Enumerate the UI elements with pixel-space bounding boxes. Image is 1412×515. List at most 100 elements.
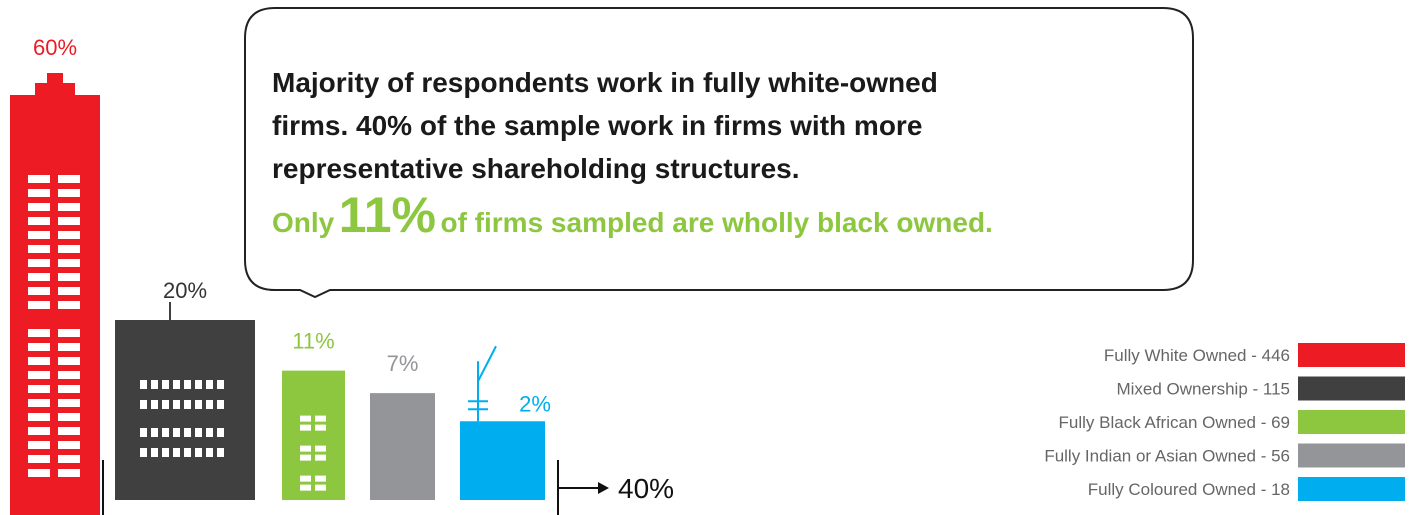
window	[58, 287, 80, 295]
highlight-value: 11%	[339, 187, 436, 243]
window	[58, 301, 80, 309]
antenna	[47, 73, 63, 85]
value-label: 7%	[387, 351, 419, 376]
window	[58, 441, 80, 449]
window	[58, 189, 80, 197]
legend-label: Fully White Owned - 446	[1104, 346, 1290, 365]
window	[184, 380, 191, 389]
value-label: 60%	[33, 35, 77, 60]
bar	[460, 421, 545, 500]
window	[28, 189, 50, 197]
bar	[370, 393, 435, 500]
window	[315, 485, 326, 491]
window	[28, 329, 50, 337]
window	[315, 476, 326, 482]
window	[217, 380, 224, 389]
window	[300, 485, 311, 491]
window	[300, 446, 311, 452]
window	[58, 385, 80, 393]
window	[28, 469, 50, 477]
window	[162, 428, 169, 437]
window	[28, 259, 50, 267]
bar	[282, 371, 345, 500]
window	[315, 425, 326, 431]
window	[58, 231, 80, 239]
window	[28, 455, 50, 463]
window	[28, 231, 50, 239]
window	[58, 427, 80, 435]
legend-swatch	[1298, 377, 1405, 401]
window	[206, 448, 213, 457]
window	[162, 400, 169, 409]
legend-swatch	[1298, 477, 1405, 501]
window	[184, 448, 191, 457]
window	[300, 416, 311, 422]
window	[151, 380, 158, 389]
window	[28, 343, 50, 351]
window	[206, 380, 213, 389]
arrow-head	[598, 482, 609, 494]
window	[58, 273, 80, 281]
window	[217, 448, 224, 457]
window	[300, 476, 311, 482]
window	[28, 399, 50, 407]
window	[173, 428, 180, 437]
window	[195, 380, 202, 389]
callout-line: Majority of respondents work in fully wh…	[272, 67, 938, 98]
antenna	[468, 346, 496, 421]
value-label: 2%	[519, 391, 551, 416]
window	[217, 428, 224, 437]
window	[58, 329, 80, 337]
window	[58, 245, 80, 253]
callout-line: firms. 40% of the sample work in firms w…	[272, 110, 922, 141]
window	[28, 287, 50, 295]
value-label: 11%	[292, 329, 334, 354]
window	[151, 448, 158, 457]
window	[58, 259, 80, 267]
window	[58, 357, 80, 365]
infographic: Majority of respondents work in fully wh…	[0, 0, 1412, 515]
window	[173, 448, 180, 457]
window	[58, 343, 80, 351]
highlight-prefix: Only	[272, 207, 335, 238]
window	[315, 416, 326, 422]
highlight-suffix: of firms sampled are wholly black owned.	[440, 207, 992, 238]
window	[28, 301, 50, 309]
window	[184, 428, 191, 437]
window	[28, 175, 50, 183]
legend-label: Mixed Ownership - 115	[1116, 380, 1290, 399]
window	[58, 371, 80, 379]
window	[206, 428, 213, 437]
window	[58, 399, 80, 407]
window	[162, 380, 169, 389]
bracket-label: 40%	[618, 473, 674, 504]
legend-swatch	[1298, 410, 1405, 434]
window	[58, 203, 80, 211]
window	[28, 203, 50, 211]
callout-line: representative shareholding structures.	[272, 153, 800, 184]
rooftop	[35, 83, 75, 97]
window	[140, 448, 147, 457]
window	[28, 217, 50, 225]
window	[140, 380, 147, 389]
window	[58, 413, 80, 421]
window	[28, 371, 50, 379]
window	[28, 357, 50, 365]
value-label: 20%	[163, 278, 207, 303]
window	[58, 455, 80, 463]
legend-label: Fully Coloured Owned - 18	[1088, 480, 1290, 499]
window	[28, 413, 50, 421]
window	[173, 380, 180, 389]
window	[173, 400, 180, 409]
window	[195, 400, 202, 409]
window	[140, 428, 147, 437]
window	[151, 400, 158, 409]
window	[315, 446, 326, 452]
window	[58, 217, 80, 225]
window	[28, 385, 50, 393]
bar	[10, 95, 100, 515]
window	[300, 455, 311, 461]
legend-swatch	[1298, 444, 1405, 468]
legend-label: Fully Indian or Asian Owned - 56	[1044, 447, 1290, 466]
legend-label: Fully Black African Owned - 69	[1059, 413, 1290, 432]
